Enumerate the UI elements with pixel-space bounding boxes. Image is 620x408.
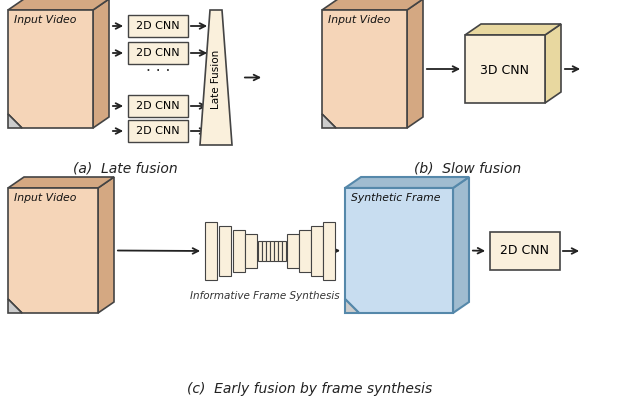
Text: (c)  Early fusion by frame synthesis: (c) Early fusion by frame synthesis <box>187 382 433 396</box>
Bar <box>266 241 270 261</box>
Bar <box>282 241 286 261</box>
Text: Synthetic Frame: Synthetic Frame <box>351 193 440 203</box>
Bar <box>311 226 323 276</box>
Bar <box>274 241 278 261</box>
Text: · · ·: · · · <box>146 64 170 78</box>
Text: Informative Frame Synthesis: Informative Frame Synthesis <box>190 291 340 301</box>
Bar <box>205 222 217 280</box>
Text: 3D CNN: 3D CNN <box>480 64 529 78</box>
Bar <box>128 15 188 37</box>
Text: Late Fusion: Late Fusion <box>211 50 221 109</box>
Text: 2D CNN: 2D CNN <box>136 21 180 31</box>
Bar <box>258 241 262 261</box>
Bar <box>287 234 299 268</box>
Text: Input Video: Input Video <box>14 193 76 203</box>
Bar <box>233 230 245 272</box>
Text: 2D CNN: 2D CNN <box>136 101 180 111</box>
Polygon shape <box>545 24 561 103</box>
Polygon shape <box>93 0 109 128</box>
Bar <box>323 222 335 280</box>
Text: 2D CNN: 2D CNN <box>500 244 549 257</box>
Bar <box>278 241 282 261</box>
Polygon shape <box>345 299 359 313</box>
Polygon shape <box>8 188 98 313</box>
Polygon shape <box>8 114 22 128</box>
Polygon shape <box>8 299 22 313</box>
Polygon shape <box>322 10 407 128</box>
Polygon shape <box>453 177 469 313</box>
Text: Input Video: Input Video <box>328 15 391 25</box>
Text: 2D CNN: 2D CNN <box>136 48 180 58</box>
Bar <box>299 230 311 272</box>
Polygon shape <box>8 10 93 128</box>
Text: Input Video: Input Video <box>14 15 76 25</box>
Bar <box>128 95 188 117</box>
Bar <box>219 226 231 276</box>
Text: (a)  Late fusion: (a) Late fusion <box>73 162 177 176</box>
Polygon shape <box>98 177 114 313</box>
Bar <box>245 234 257 268</box>
Bar <box>262 241 266 261</box>
Polygon shape <box>322 114 336 128</box>
Polygon shape <box>465 24 561 35</box>
Polygon shape <box>322 0 423 10</box>
Polygon shape <box>345 188 453 313</box>
Polygon shape <box>345 177 469 188</box>
Polygon shape <box>8 0 109 10</box>
Polygon shape <box>407 0 423 128</box>
Bar <box>270 241 274 261</box>
Bar <box>128 120 188 142</box>
Text: 2D CNN: 2D CNN <box>136 126 180 136</box>
Bar <box>128 42 188 64</box>
Polygon shape <box>8 177 114 188</box>
Bar <box>490 232 560 270</box>
Text: (b)  Slow fusion: (b) Slow fusion <box>414 162 521 176</box>
Polygon shape <box>465 35 545 103</box>
Polygon shape <box>200 10 232 145</box>
